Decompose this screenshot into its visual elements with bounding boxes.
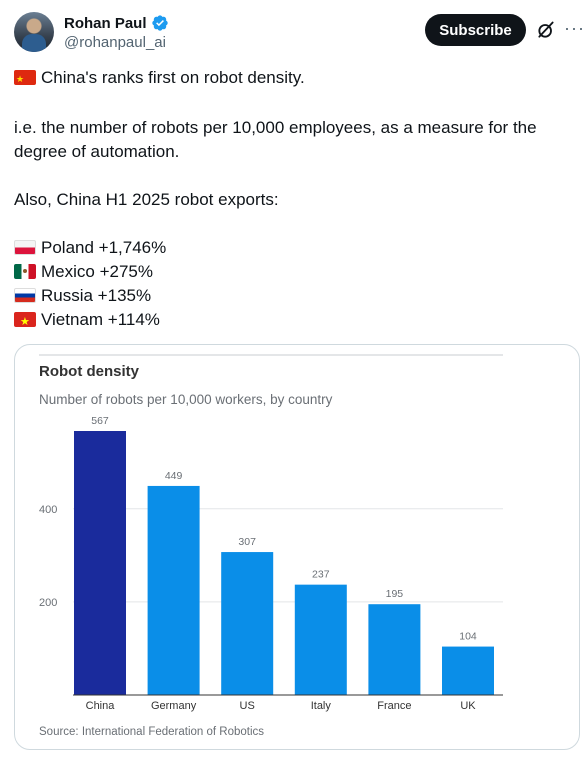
bar-germany bbox=[147, 485, 200, 695]
author-handle[interactable]: @rohanpaul_ai bbox=[64, 34, 166, 51]
data-label: 195 bbox=[386, 588, 404, 600]
y-tick-label: 200 bbox=[39, 597, 57, 609]
avatar[interactable] bbox=[14, 12, 54, 52]
subscribe-button[interactable]: Subscribe bbox=[425, 14, 526, 46]
export-item-russia: Russia +135% bbox=[14, 284, 574, 308]
data-label: 104 bbox=[459, 631, 477, 643]
x-tick-label: UK bbox=[460, 700, 476, 712]
chart-title: Robot density bbox=[39, 363, 140, 380]
data-label: 449 bbox=[165, 470, 183, 482]
china-flag-icon bbox=[14, 70, 36, 85]
x-tick-label: Italy bbox=[311, 700, 332, 712]
mexico-flag-icon bbox=[14, 264, 36, 279]
post-line-2: i.e. the number of robots per 10,000 emp… bbox=[14, 118, 537, 137]
data-label: 307 bbox=[238, 536, 256, 548]
export-item-mexico: Mexico +275% bbox=[14, 260, 574, 284]
bar-france bbox=[368, 604, 421, 695]
export-item-poland: Poland +1,746% bbox=[14, 236, 574, 260]
author-name[interactable]: Rohan Paul bbox=[64, 14, 147, 32]
x-tick-label: France bbox=[377, 700, 411, 712]
post-line-1: China's ranks first on robot density. bbox=[14, 66, 574, 90]
post-line-4: Also, China H1 2025 robot exports: bbox=[14, 190, 279, 209]
russia-flag-icon bbox=[14, 288, 36, 303]
tweet-header: Rohan Paul @rohanpaul_ai Subscribe ··· bbox=[14, 12, 584, 56]
robot-density-chart: Robot density Number of robots per 10,00… bbox=[39, 354, 503, 738]
bar-uk bbox=[442, 646, 494, 695]
poland-flag-icon bbox=[14, 240, 36, 255]
y-tick-label: 400 bbox=[39, 504, 57, 516]
bar-us bbox=[221, 552, 274, 695]
more-options-icon[interactable]: ··· bbox=[564, 18, 585, 38]
bar-china bbox=[74, 431, 126, 695]
x-tick-label: China bbox=[86, 700, 116, 712]
data-label: 237 bbox=[312, 569, 330, 581]
x-tick-label: US bbox=[240, 700, 255, 712]
author-name-row[interactable]: Rohan Paul bbox=[64, 14, 169, 32]
bar-italy bbox=[294, 584, 347, 695]
vietnam-flag-icon bbox=[14, 312, 36, 327]
verified-badge-icon bbox=[151, 15, 168, 31]
x-tick-label: Germany bbox=[151, 700, 197, 712]
export-item-vietnam: Vietnam +114% bbox=[14, 308, 574, 332]
chart-image-card[interactable]: Robot density Number of robots per 10,00… bbox=[14, 344, 580, 750]
chart-subtitle: Number of robots per 10,000 workers, by … bbox=[39, 392, 333, 407]
data-label: 567 bbox=[91, 415, 109, 427]
post-line-3: degree of automation. bbox=[14, 142, 180, 161]
chart-source: Source: International Federation of Robo… bbox=[39, 726, 264, 738]
grok-icon[interactable] bbox=[536, 20, 556, 40]
